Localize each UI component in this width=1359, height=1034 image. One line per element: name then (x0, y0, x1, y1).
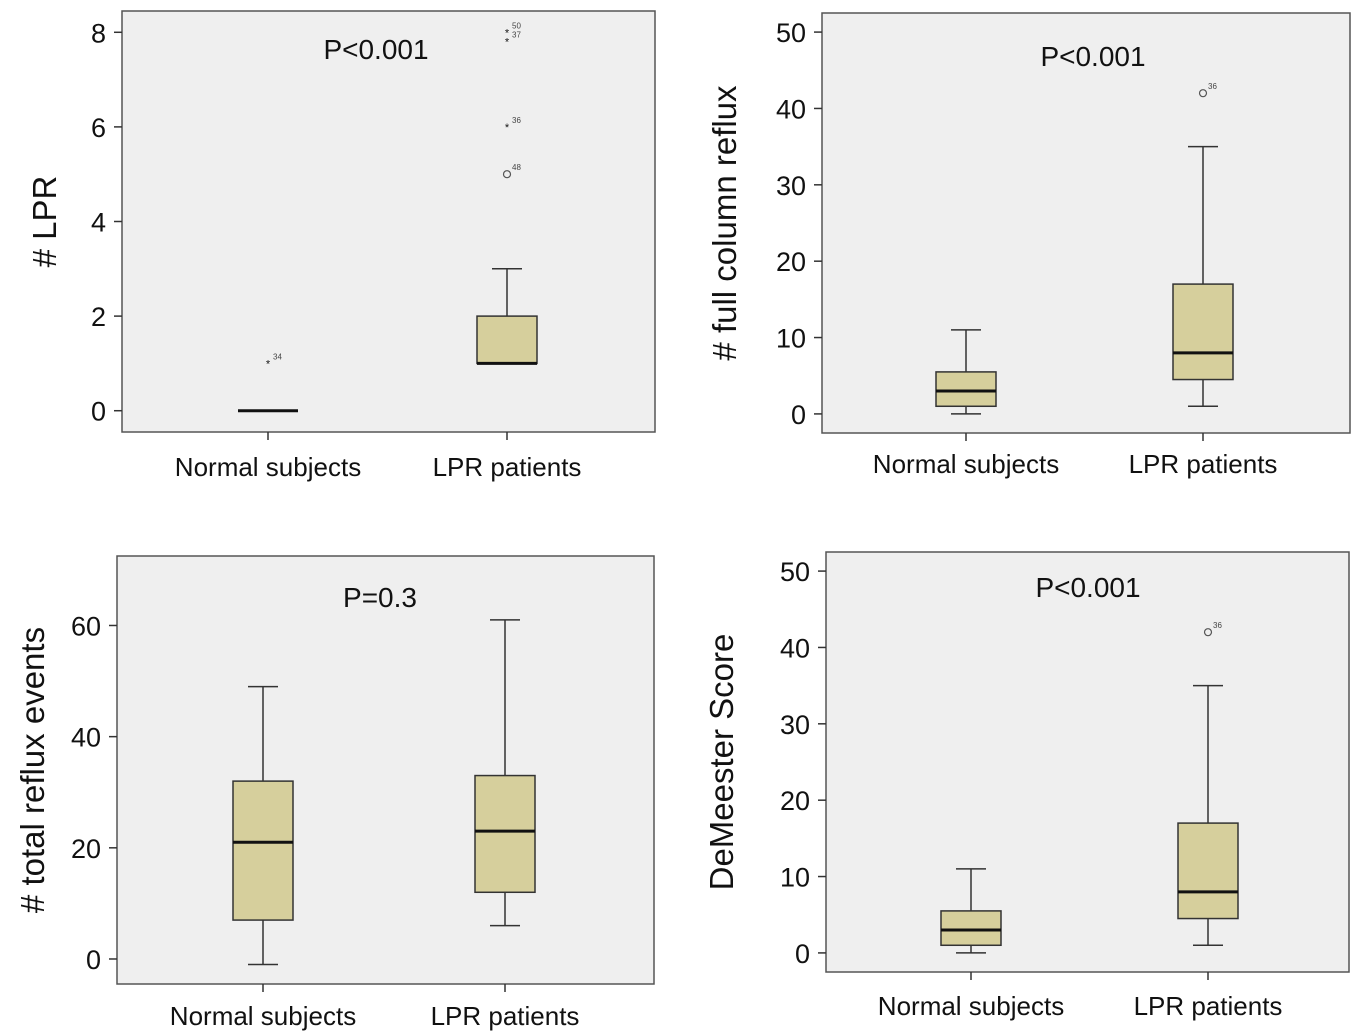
plot-panel-2 (821, 12, 1351, 434)
box-body (232, 780, 294, 921)
outlier-point: * (505, 27, 510, 39)
p-value-annotation: P=0.3 (343, 582, 417, 613)
y-tick-label: 6 (91, 113, 106, 143)
box-body (935, 371, 997, 408)
box-body (1172, 283, 1234, 381)
y-tick-label: 60 (71, 611, 101, 641)
outlier-label: 36 (1213, 621, 1222, 630)
y-axis-title: DeMeester Score (703, 634, 740, 891)
p-value-annotation: P<0.001 (1035, 572, 1140, 603)
y-axis-title: # full column reflux (706, 85, 743, 361)
y-tick-label: 20 (71, 834, 101, 864)
box-body (476, 315, 538, 365)
y-tick-label: 10 (776, 324, 806, 354)
p-value-annotation: P<0.001 (323, 34, 428, 65)
y-tick-label: 0 (791, 400, 806, 430)
y-tick-label: 50 (780, 557, 810, 587)
y-tick-label: 40 (780, 633, 810, 663)
category-label: LPR patients (1134, 991, 1283, 1021)
outlier-point: * (505, 37, 510, 49)
y-tick-label: 0 (91, 397, 106, 427)
y-axis-title: # total reflux events (14, 627, 51, 913)
y-tick-label: 30 (780, 710, 810, 740)
y-tick-label: 2 (91, 302, 106, 332)
y-tick-label: 30 (776, 171, 806, 201)
y-axis-title: # LPR (26, 176, 63, 268)
p-value-annotation: P<0.001 (1040, 41, 1145, 72)
plot-panel-3 (116, 555, 655, 985)
y-tick-label: 0 (86, 945, 101, 975)
category-label: LPR patients (1129, 449, 1278, 479)
y-tick-label: 50 (776, 18, 806, 48)
outlier-point (1198, 89, 1208, 98)
category-label: LPR patients (431, 1001, 580, 1031)
y-tick-label: 20 (780, 786, 810, 816)
category-label: Normal subjects (175, 452, 361, 482)
outlier-label: 50 (512, 21, 521, 30)
outlier-point (502, 170, 512, 179)
outlier-label: 36 (512, 116, 521, 125)
y-tick-label: 40 (776, 94, 806, 124)
plot-panel-4 (825, 551, 1350, 973)
category-label: Normal subjects (873, 449, 1059, 479)
y-tick-label: 8 (91, 18, 106, 48)
box-body (1177, 822, 1239, 920)
category-label: LPR patients (433, 452, 582, 482)
outlier-point (1203, 628, 1213, 637)
outlier-label: 37 (512, 31, 521, 40)
box-body (940, 910, 1002, 947)
y-tick-label: 10 (780, 863, 810, 893)
y-tick-label: 20 (776, 247, 806, 277)
plot-panel-1 (121, 10, 656, 433)
category-label: Normal subjects (878, 991, 1064, 1021)
outlier-point: * (266, 358, 271, 370)
category-label: Normal subjects (170, 1001, 356, 1031)
outlier-label: 36 (1208, 82, 1217, 91)
outlier-label: 48 (512, 163, 521, 172)
outlier-point: * (505, 122, 510, 134)
box-body (474, 774, 536, 894)
y-tick-label: 0 (795, 939, 810, 969)
y-tick-label: 4 (91, 208, 106, 238)
outlier-label: 34 (273, 352, 282, 361)
y-tick-label: 40 (71, 723, 101, 753)
